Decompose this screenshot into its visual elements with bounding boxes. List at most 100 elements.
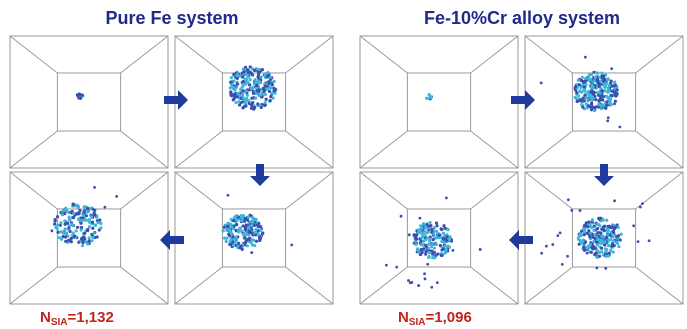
atom bbox=[81, 241, 84, 244]
atom bbox=[584, 224, 587, 227]
atom bbox=[56, 227, 59, 230]
atom bbox=[592, 236, 595, 239]
atom bbox=[593, 91, 596, 94]
atom bbox=[424, 277, 427, 280]
atom bbox=[230, 218, 233, 221]
atom bbox=[232, 79, 235, 82]
atom bbox=[231, 235, 234, 238]
atom bbox=[596, 238, 599, 241]
atom bbox=[416, 249, 419, 252]
atom bbox=[234, 101, 237, 104]
atom bbox=[579, 233, 582, 236]
cube-edge bbox=[121, 36, 168, 73]
atom bbox=[236, 82, 239, 85]
atom bbox=[432, 232, 435, 235]
cube-edge bbox=[525, 36, 572, 73]
atom bbox=[431, 238, 434, 241]
atom bbox=[439, 244, 442, 247]
atom bbox=[229, 80, 232, 83]
atom bbox=[417, 284, 420, 287]
atom bbox=[600, 247, 603, 250]
atom bbox=[613, 199, 616, 202]
atom bbox=[430, 286, 433, 289]
atom bbox=[98, 218, 101, 221]
cube-edge bbox=[286, 267, 333, 304]
atom bbox=[233, 92, 236, 95]
atom bbox=[61, 231, 64, 234]
cube-edge bbox=[286, 131, 333, 168]
atom bbox=[255, 84, 258, 87]
atom bbox=[435, 221, 438, 224]
atom bbox=[81, 214, 84, 217]
atom bbox=[80, 228, 83, 231]
atom bbox=[90, 215, 93, 218]
atom bbox=[56, 231, 59, 234]
atom bbox=[80, 219, 83, 222]
atom bbox=[385, 264, 388, 267]
cube-edge bbox=[636, 267, 683, 304]
atom bbox=[63, 219, 66, 222]
atom bbox=[596, 243, 599, 246]
arrow bbox=[509, 230, 533, 250]
atom bbox=[262, 87, 265, 90]
atom bbox=[238, 246, 241, 249]
atom bbox=[612, 229, 615, 232]
atom bbox=[428, 251, 431, 254]
atom bbox=[578, 83, 581, 86]
atom bbox=[599, 241, 602, 244]
atom bbox=[250, 87, 253, 90]
atom bbox=[250, 97, 253, 100]
atom bbox=[587, 221, 590, 224]
atom bbox=[584, 77, 587, 80]
atom bbox=[551, 243, 554, 246]
atom bbox=[251, 73, 254, 76]
atom bbox=[426, 263, 429, 266]
atom bbox=[62, 209, 65, 212]
sia-count: NSIA=1,132 bbox=[40, 309, 114, 328]
atom bbox=[615, 235, 618, 238]
cube-edge bbox=[10, 131, 57, 168]
atom bbox=[244, 228, 247, 231]
atom bbox=[433, 247, 436, 250]
atom bbox=[258, 81, 261, 84]
atom bbox=[64, 231, 67, 234]
atom bbox=[67, 239, 70, 242]
atom bbox=[587, 229, 590, 232]
atom bbox=[245, 90, 248, 93]
atom bbox=[227, 194, 230, 197]
atom bbox=[267, 80, 270, 83]
atom bbox=[234, 235, 237, 238]
atom bbox=[269, 75, 272, 78]
cube-outer bbox=[360, 36, 518, 168]
atom bbox=[265, 98, 268, 101]
cube-edge bbox=[121, 267, 168, 304]
atom bbox=[442, 247, 445, 250]
cube-edge bbox=[525, 172, 572, 209]
atom bbox=[605, 100, 608, 103]
arrow bbox=[594, 164, 614, 186]
panel-title: Pure Fe system bbox=[105, 8, 238, 28]
cube-edge bbox=[121, 131, 168, 168]
atom bbox=[95, 235, 98, 238]
atom bbox=[99, 226, 102, 229]
atom bbox=[582, 227, 585, 230]
atom bbox=[595, 249, 598, 252]
atom bbox=[583, 99, 586, 102]
atom bbox=[607, 77, 610, 80]
atom bbox=[72, 216, 75, 219]
atom bbox=[606, 96, 609, 99]
atom bbox=[427, 243, 430, 246]
atom bbox=[90, 239, 93, 242]
value: =1,096 bbox=[426, 309, 472, 326]
atom bbox=[575, 91, 578, 94]
sia-count: NSIA=1,096 bbox=[398, 309, 472, 328]
atom bbox=[581, 240, 584, 243]
atom bbox=[595, 241, 598, 244]
atom bbox=[613, 244, 616, 247]
atom bbox=[82, 235, 85, 238]
atom bbox=[248, 230, 251, 233]
atom bbox=[67, 226, 70, 229]
atom bbox=[248, 83, 251, 86]
atom bbox=[53, 222, 56, 225]
atom bbox=[602, 79, 605, 82]
